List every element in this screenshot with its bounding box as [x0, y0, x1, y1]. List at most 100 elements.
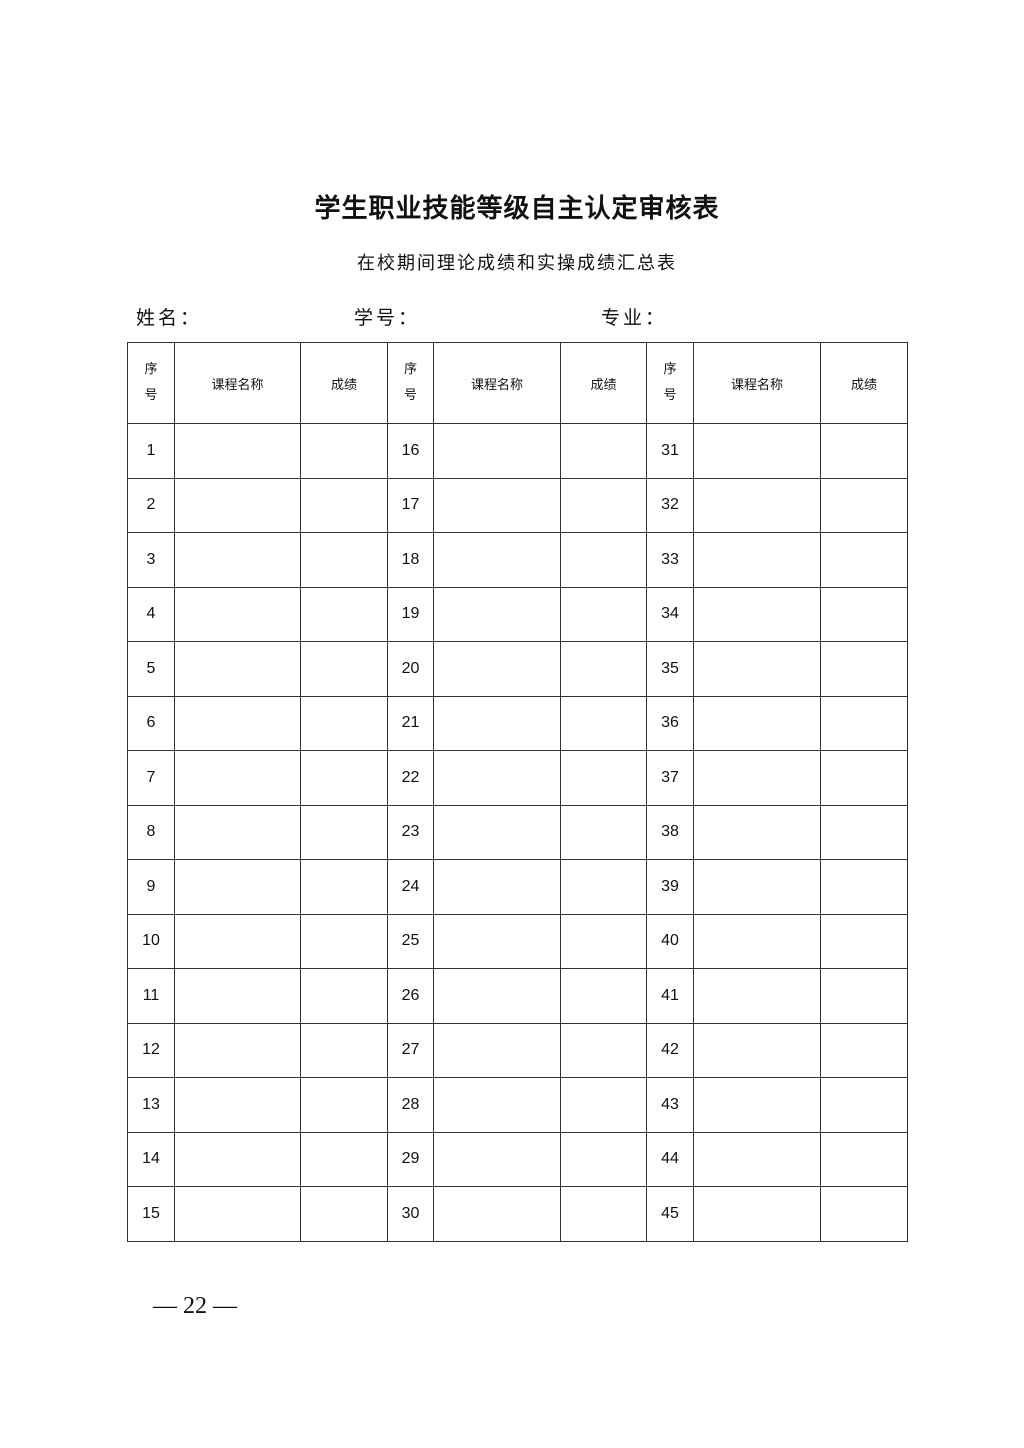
course-name-cell[interactable] — [174, 913, 301, 969]
score-cell[interactable] — [820, 859, 908, 915]
score-cell[interactable] — [820, 423, 908, 479]
seq-cell: 21 — [387, 695, 434, 751]
course-name-cell[interactable] — [174, 750, 301, 806]
course-name-cell[interactable] — [433, 804, 561, 860]
seq-cell: 43 — [646, 1077, 694, 1133]
course-name-cell[interactable] — [174, 532, 301, 588]
course-name-cell[interactable] — [433, 913, 561, 969]
course-name-cell[interactable] — [433, 477, 561, 533]
course-name-cell[interactable] — [693, 750, 821, 806]
table-row: 6 21 36 — [127, 695, 908, 751]
score-cell[interactable] — [300, 641, 388, 697]
course-name-cell[interactable] — [433, 1186, 561, 1242]
score-cell[interactable] — [300, 859, 388, 915]
course-name-cell[interactable] — [174, 1022, 301, 1078]
course-name-cell[interactable] — [433, 695, 561, 751]
score-cell[interactable] — [560, 1131, 647, 1187]
course-name-cell[interactable] — [174, 1186, 301, 1242]
course-name-cell[interactable] — [174, 1077, 301, 1133]
table-row: 1 16 31 — [127, 423, 908, 479]
score-cell[interactable] — [300, 477, 388, 533]
score-cell[interactable] — [300, 586, 388, 642]
score-cell[interactable] — [820, 1077, 908, 1133]
score-cell[interactable] — [820, 804, 908, 860]
score-cell[interactable] — [560, 750, 647, 806]
course-name-cell[interactable] — [693, 477, 821, 533]
score-cell[interactable] — [300, 532, 388, 588]
page-subtitle: 在校期间理论成绩和实操成绩汇总表 — [357, 253, 677, 274]
score-cell[interactable] — [820, 750, 908, 806]
score-cell[interactable] — [820, 1131, 908, 1187]
score-cell[interactable] — [820, 1022, 908, 1078]
course-name-cell[interactable] — [433, 586, 561, 642]
course-name-cell[interactable] — [174, 423, 301, 479]
seq-cell: 42 — [646, 1022, 694, 1078]
course-name-cell[interactable] — [174, 859, 301, 915]
course-name-cell[interactable] — [693, 586, 821, 642]
course-name-cell[interactable] — [433, 859, 561, 915]
score-cell[interactable] — [300, 1077, 388, 1133]
course-name-cell[interactable] — [433, 968, 561, 1024]
score-cell[interactable] — [820, 913, 908, 969]
score-cell[interactable] — [300, 913, 388, 969]
seq-cell: 32 — [646, 477, 694, 533]
table-row: 7 22 37 — [127, 750, 908, 806]
course-name-cell[interactable] — [433, 1131, 561, 1187]
score-cell[interactable] — [560, 641, 647, 697]
score-cell[interactable] — [300, 1022, 388, 1078]
score-cell[interactable] — [560, 1186, 647, 1242]
course-name-cell[interactable] — [174, 477, 301, 533]
course-name-cell[interactable] — [433, 750, 561, 806]
course-name-cell[interactable] — [693, 1077, 821, 1133]
score-cell[interactable] — [820, 695, 908, 751]
course-name-header: 课程名称 — [433, 342, 561, 424]
course-name-cell[interactable] — [693, 695, 821, 751]
score-cell[interactable] — [820, 968, 908, 1024]
course-name-cell[interactable] — [174, 968, 301, 1024]
course-name-cell[interactable] — [433, 641, 561, 697]
score-cell[interactable] — [560, 532, 647, 588]
course-name-cell[interactable] — [433, 423, 561, 479]
score-cell[interactable] — [560, 804, 647, 860]
score-cell[interactable] — [820, 532, 908, 588]
course-name-cell[interactable] — [693, 1022, 821, 1078]
score-cell[interactable] — [560, 859, 647, 915]
course-name-cell[interactable] — [174, 641, 301, 697]
course-name-cell[interactable] — [174, 695, 301, 751]
course-name-cell[interactable] — [693, 532, 821, 588]
course-name-cell[interactable] — [693, 913, 821, 969]
score-cell[interactable] — [300, 1186, 388, 1242]
score-cell[interactable] — [300, 804, 388, 860]
score-cell[interactable] — [560, 968, 647, 1024]
score-cell[interactable] — [820, 1186, 908, 1242]
score-cell[interactable] — [560, 586, 647, 642]
course-name-cell[interactable] — [174, 804, 301, 860]
course-name-cell[interactable] — [433, 1022, 561, 1078]
score-cell[interactable] — [300, 695, 388, 751]
course-name-cell[interactable] — [693, 859, 821, 915]
course-name-cell[interactable] — [433, 532, 561, 588]
score-cell[interactable] — [560, 913, 647, 969]
course-name-cell[interactable] — [693, 423, 821, 479]
score-cell[interactable] — [560, 695, 647, 751]
score-cell[interactable] — [300, 968, 388, 1024]
course-name-cell[interactable] — [693, 968, 821, 1024]
score-cell[interactable] — [820, 641, 908, 697]
course-name-cell[interactable] — [693, 641, 821, 697]
course-name-cell[interactable] — [693, 1131, 821, 1187]
score-cell[interactable] — [820, 586, 908, 642]
score-cell[interactable] — [560, 1022, 647, 1078]
score-cell[interactable] — [820, 477, 908, 533]
score-cell[interactable] — [560, 477, 647, 533]
course-name-cell[interactable] — [693, 1186, 821, 1242]
score-cell[interactable] — [560, 1077, 647, 1133]
score-cell[interactable] — [560, 423, 647, 479]
seq-cell: 13 — [127, 1077, 175, 1133]
course-name-cell[interactable] — [433, 1077, 561, 1133]
score-cell[interactable] — [300, 1131, 388, 1187]
course-name-cell[interactable] — [174, 586, 301, 642]
course-name-cell[interactable] — [693, 804, 821, 860]
score-cell[interactable] — [300, 423, 388, 479]
course-name-cell[interactable] — [174, 1131, 301, 1187]
score-cell[interactable] — [300, 750, 388, 806]
